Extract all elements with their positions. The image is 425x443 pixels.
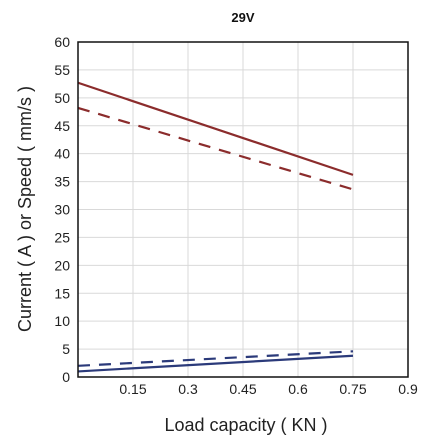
x-tick-label: 0.45 bbox=[229, 381, 256, 397]
x-tick-label: 0.75 bbox=[339, 381, 366, 397]
y-tick-label: 20 bbox=[54, 257, 70, 273]
y-tick-label: 25 bbox=[54, 229, 70, 245]
series-line-2 bbox=[77, 106, 354, 191]
x-tick-label: 0.15 bbox=[119, 381, 146, 397]
y-tick-label: 55 bbox=[54, 62, 70, 78]
y-axis-label: Current ( A ) or Speed ( mm/s ) bbox=[15, 86, 35, 332]
y-tick-label: 50 bbox=[54, 90, 70, 106]
series-lines bbox=[77, 81, 354, 373]
grid bbox=[78, 42, 408, 377]
x-tick-labels: 0.15 0.3 0.45 0.6 0.75 0.9 bbox=[119, 381, 418, 397]
y-tick-label: 15 bbox=[54, 285, 70, 301]
y-tick-label: 40 bbox=[54, 146, 70, 162]
series-line-4 bbox=[77, 354, 354, 373]
y-tick-labels: 0 5 10 15 20 25 30 35 40 45 50 55 60 bbox=[54, 34, 70, 385]
x-tick-label: 0.6 bbox=[288, 381, 308, 397]
y-tick-label: 0 bbox=[62, 369, 70, 385]
y-tick-label: 45 bbox=[54, 118, 70, 134]
y-tick-label: 10 bbox=[54, 313, 70, 329]
y-tick-label: 35 bbox=[54, 174, 70, 190]
series-line-3 bbox=[77, 350, 354, 367]
chart-title: 29V bbox=[231, 10, 254, 25]
y-tick-label: 60 bbox=[54, 34, 70, 50]
y-tick-label: 5 bbox=[62, 341, 70, 357]
x-axis-label: Load capacity ( KN ) bbox=[164, 415, 327, 435]
series-line-1 bbox=[77, 81, 354, 176]
y-tick-label: 30 bbox=[54, 202, 70, 218]
x-tick-label: 0.9 bbox=[398, 381, 418, 397]
x-tick-label: 0.3 bbox=[178, 381, 198, 397]
plot-frame bbox=[77, 41, 409, 378]
